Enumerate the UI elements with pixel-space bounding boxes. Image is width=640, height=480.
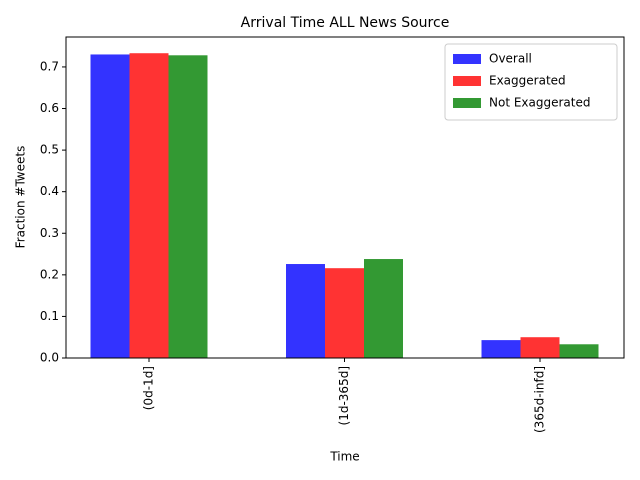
plot-frame bbox=[65, 36, 625, 359]
x-axis-label: Time bbox=[329, 450, 359, 464]
legend-swatch bbox=[453, 54, 481, 64]
bar bbox=[129, 53, 169, 359]
x-tick-label: (0d-1d] bbox=[142, 366, 156, 410]
bar bbox=[520, 337, 560, 358]
bar bbox=[481, 340, 521, 358]
y-tick-label: 0.5 bbox=[40, 143, 59, 157]
legend-box bbox=[444, 43, 618, 121]
y-tick-label: 0.7 bbox=[40, 59, 59, 73]
bar bbox=[286, 264, 325, 358]
bar bbox=[364, 259, 403, 358]
legend-label: Exaggerated bbox=[489, 74, 566, 88]
legend: Overall Exaggerated Not Exaggerated bbox=[444, 43, 618, 121]
bar bbox=[325, 268, 364, 358]
y-tick-label: 0.0 bbox=[40, 351, 59, 365]
y-tick-label: 0.4 bbox=[40, 184, 59, 198]
legend-swatch bbox=[453, 76, 481, 86]
chart-title: Arrival Time ALL News Source bbox=[241, 15, 450, 31]
y-tick-label: 0.6 bbox=[40, 101, 59, 115]
bar bbox=[168, 55, 208, 358]
y-axis-label: Fraction #Tweets bbox=[14, 146, 28, 249]
x-tick-label: (1d-365d] bbox=[337, 366, 351, 425]
legend-label: Overall bbox=[489, 52, 532, 66]
bar bbox=[559, 344, 599, 358]
legend-label: Not Exaggerated bbox=[489, 96, 590, 110]
x-tick-label: (365d-infd] bbox=[533, 366, 547, 433]
bar bbox=[90, 54, 130, 358]
y-tick-label: 0.1 bbox=[40, 309, 59, 323]
y-tick-label: 0.2 bbox=[40, 267, 59, 281]
y-tick-label: 0.3 bbox=[40, 226, 59, 240]
legend-swatch bbox=[453, 98, 481, 108]
